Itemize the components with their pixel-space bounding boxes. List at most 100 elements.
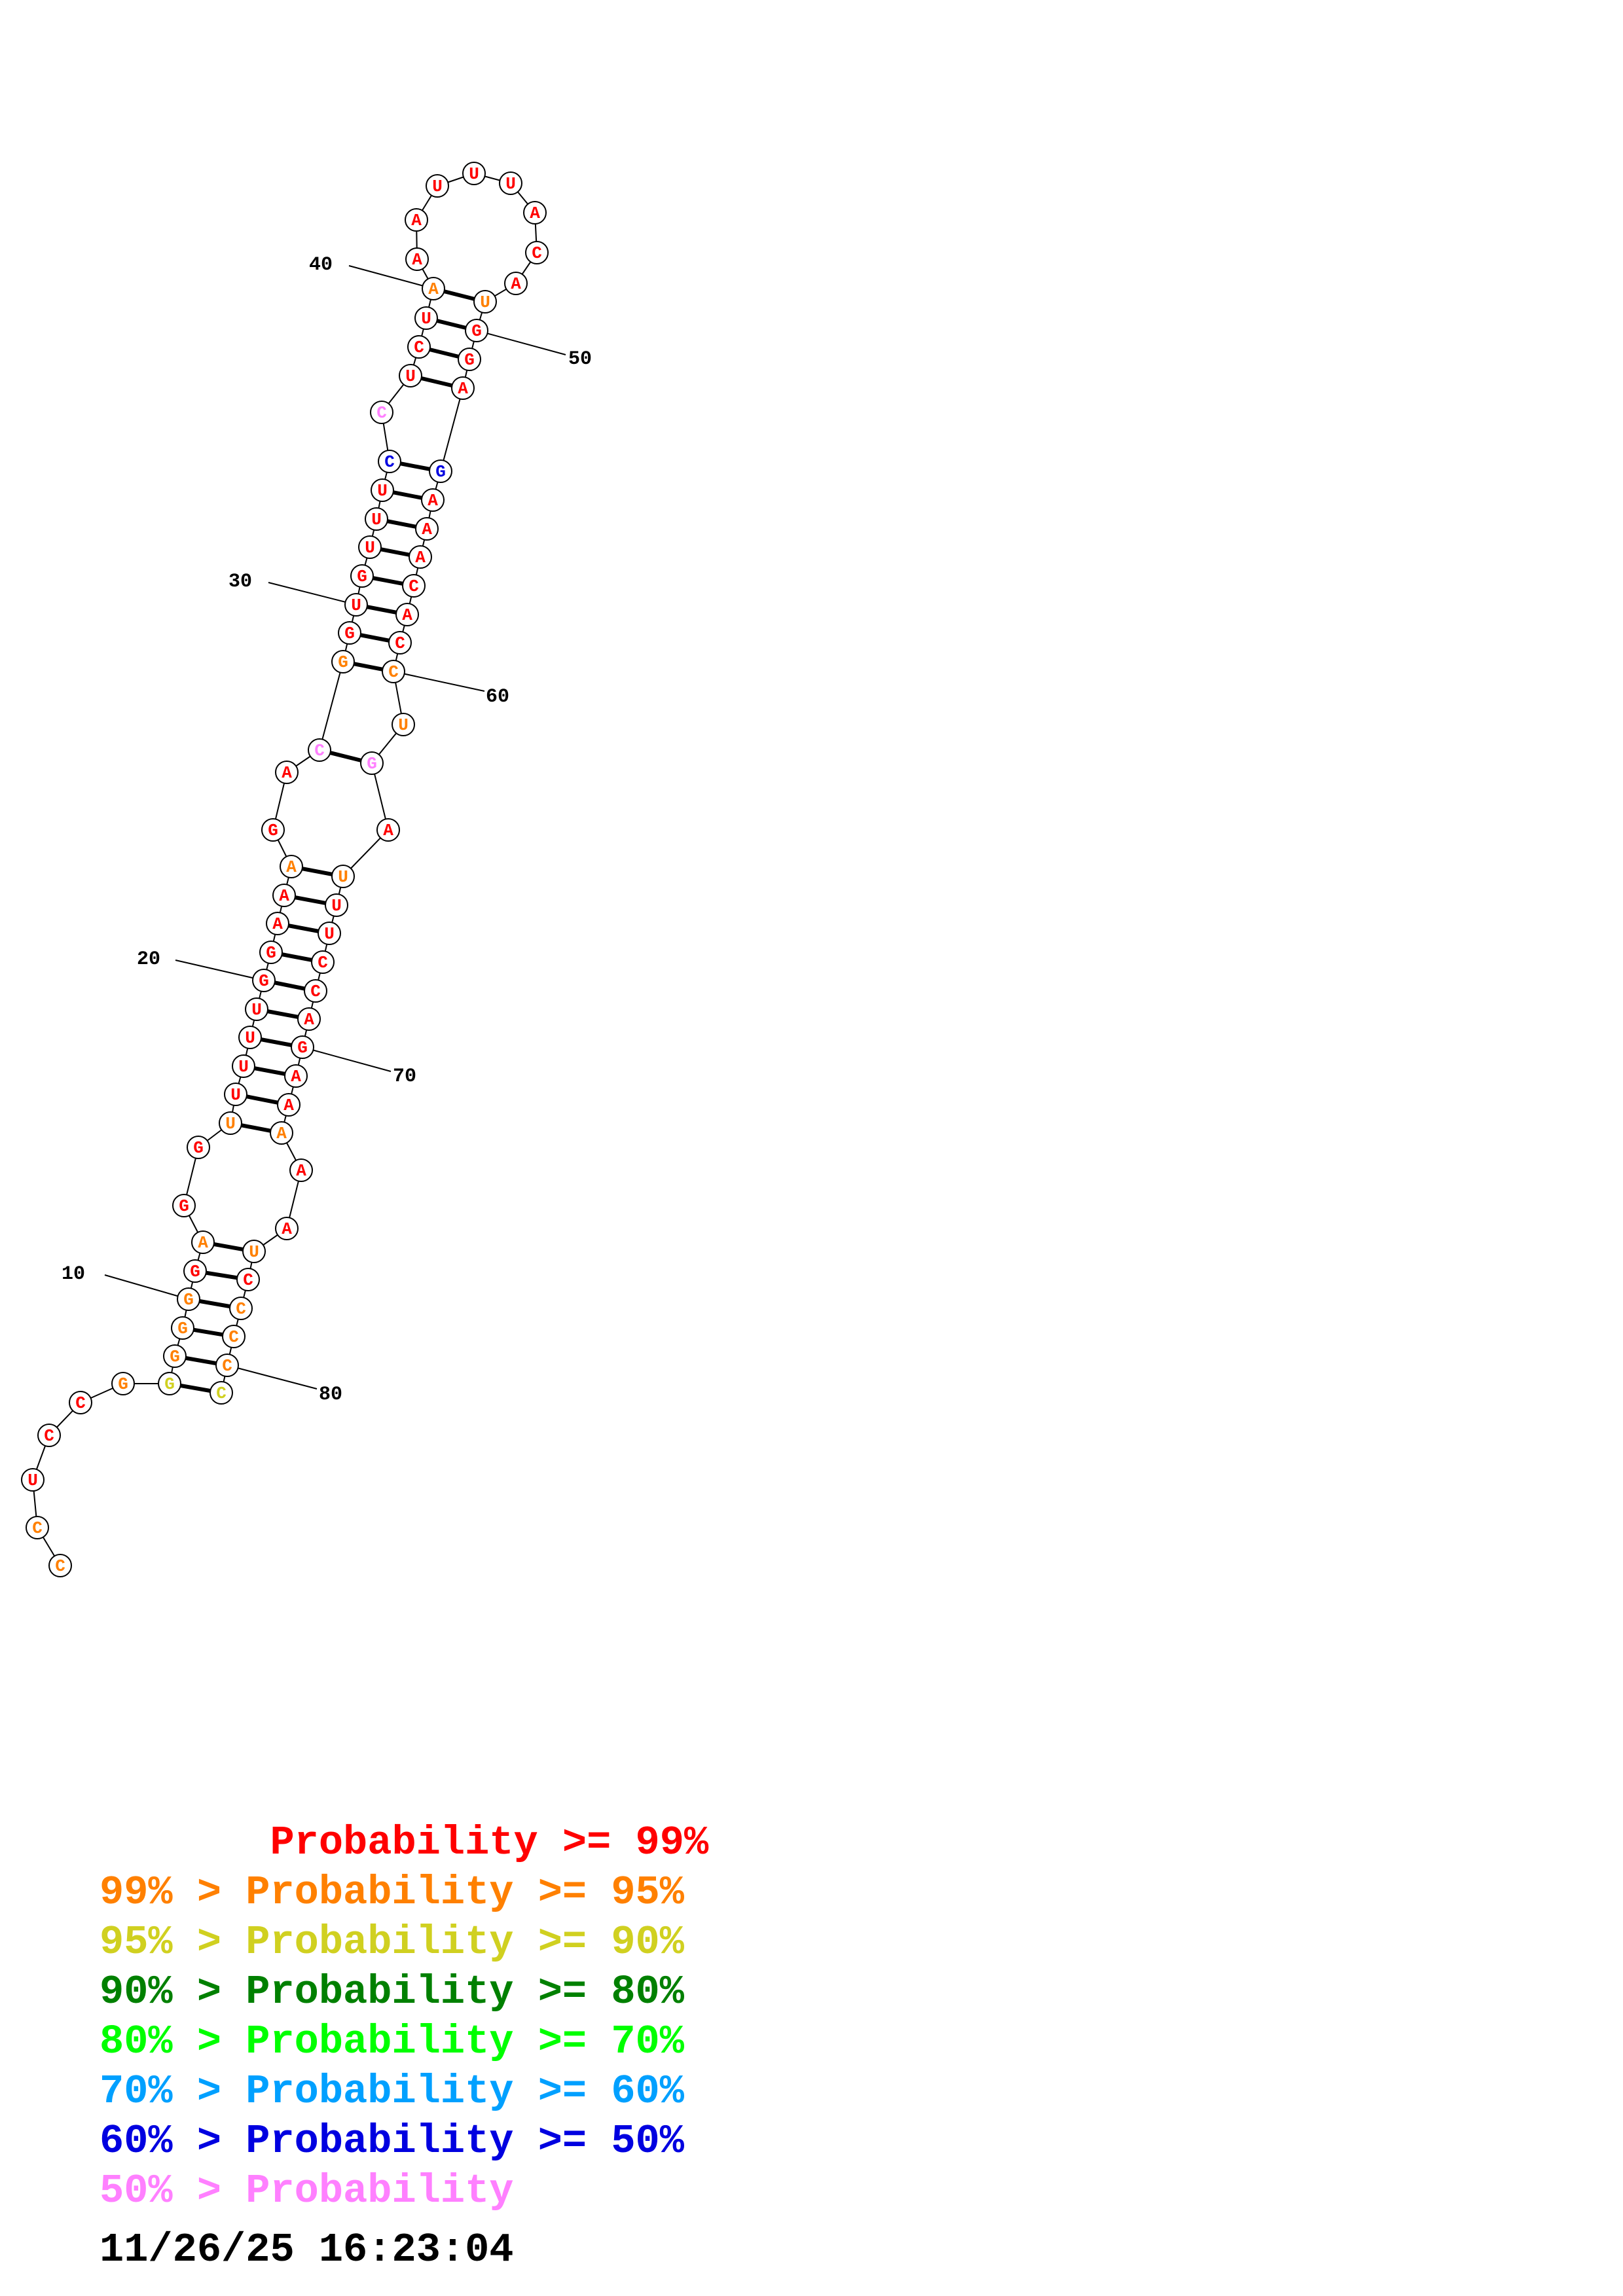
nucleotide-letter: A — [402, 605, 412, 625]
nucleotide-letter: U — [338, 867, 348, 887]
nucleotide: C — [222, 1325, 246, 1348]
number-tick — [302, 1047, 392, 1072]
nucleotide-circle — [395, 603, 419, 626]
nucleotide: G — [350, 564, 374, 588]
nucleotide-circle — [426, 174, 449, 198]
nucleotide-circle — [331, 650, 355, 673]
nucleotide: U — [318, 922, 341, 945]
backbone-segment — [319, 661, 344, 751]
nucleotide: U — [219, 1111, 242, 1135]
nucleotide-circle — [236, 1268, 260, 1291]
nucleotide-circle — [344, 593, 368, 617]
nucleotide: C — [215, 1354, 239, 1377]
nucleotide-letter: U — [505, 174, 516, 194]
nucleotide: C — [525, 241, 549, 264]
nucleotide-letter: G — [435, 462, 446, 482]
nucleotide-letter: G — [193, 1138, 204, 1158]
nucleotide-circle — [252, 969, 276, 992]
nucleotide-circle — [365, 507, 388, 531]
number-label-ticks: 10 20 30 40 50 60 70 80 — [62, 254, 592, 1406]
number-tick — [227, 1365, 318, 1390]
nucleotide: U — [462, 162, 486, 185]
nucleotide: G — [338, 621, 361, 645]
nucleotide: C — [378, 450, 401, 473]
nucleotide-circle — [525, 241, 549, 264]
nucleotide-letter: G — [344, 624, 355, 643]
nucleotide-circle — [451, 376, 475, 400]
nucleotide-letter: C — [32, 1518, 43, 1538]
nucleotide: G — [177, 1287, 200, 1311]
nucleotide: A — [266, 912, 289, 935]
nucleotide-circle — [37, 1424, 61, 1447]
nucleotide-letter: A — [422, 520, 432, 539]
nucleotide: U — [365, 507, 388, 531]
nucleotide-letter: A — [282, 1219, 292, 1239]
nucleotide: A — [289, 1158, 313, 1182]
nucleotide-letter: C — [228, 1327, 239, 1347]
nucleotide-letter: G — [268, 821, 278, 840]
nucleotide-circle — [350, 564, 374, 588]
nucleotide-circle — [429, 459, 452, 483]
nucleotide-letter: G — [170, 1347, 180, 1367]
nucleotide-letter: C — [376, 403, 387, 423]
nucleotide: C — [236, 1268, 260, 1291]
nucleotide-letter: U — [249, 1242, 259, 1262]
nucleotide-circle — [232, 1054, 255, 1078]
nucleotide: C — [229, 1297, 253, 1320]
nucleotide-letter: A — [272, 914, 283, 934]
number-label: 30 — [228, 571, 252, 593]
nucleotide-letter: C — [384, 452, 395, 472]
nucleotide-letter: G — [259, 971, 269, 991]
number-tick — [348, 265, 434, 289]
nucleotide: C — [402, 574, 426, 598]
nucleotide-circle — [382, 660, 405, 683]
nucleotide-letter: A — [412, 250, 422, 270]
nucleotide-circle — [392, 713, 415, 736]
nucleotide-letter: C — [318, 953, 328, 973]
nucleotide-letter: U — [225, 1114, 236, 1134]
nucleotide: G — [259, 941, 283, 964]
legend-row: 95% > Probability >= 90% — [100, 1919, 684, 1965]
nucleotide-letter: A — [511, 274, 521, 294]
number-tick — [104, 1274, 189, 1300]
nucleotide: U — [392, 713, 415, 736]
nucleotide: G — [171, 1316, 194, 1340]
nucleotide-circle — [523, 201, 547, 224]
number-tick — [393, 671, 485, 692]
nucleotide-letter: A — [458, 379, 468, 399]
nucleotide-circle — [422, 277, 445, 300]
nucleotide: U — [344, 593, 368, 617]
nucleotide-letter: A — [415, 548, 426, 567]
nucleotide-letter: G — [183, 1290, 194, 1310]
nucleotide-letter: A — [383, 821, 393, 840]
number-tick — [476, 330, 566, 355]
nucleotide-circle — [69, 1391, 92, 1414]
nucleotide-letter: U — [351, 596, 361, 615]
nucleotide-letter: U — [331, 896, 342, 916]
legend-row: 70% > Probability >= 60% — [100, 2068, 684, 2115]
nucleotide-circle — [458, 348, 481, 371]
number-label: 80 — [319, 1384, 342, 1406]
nucleotide-circle — [163, 1344, 187, 1368]
nucleotide: G — [172, 1194, 196, 1217]
nucleotide: U — [224, 1083, 247, 1106]
nucleotide-circle — [462, 162, 486, 185]
nucleotide-circle — [48, 1554, 72, 1577]
nucleotide: A — [280, 855, 303, 878]
nucleotide: U — [245, 997, 268, 1021]
nucleotide-letter: G — [164, 1374, 175, 1394]
nucleotide-letter: A — [296, 1161, 306, 1181]
nucleotide-circle — [275, 761, 299, 784]
nucleotide-letter: G — [297, 1038, 308, 1058]
nucleotide-letter: U — [377, 481, 388, 501]
nucleotide-circle — [325, 893, 348, 917]
nucleotide-letter: U — [230, 1085, 241, 1105]
nucleotide-letter: U — [27, 1471, 38, 1490]
nucleotide-circle — [210, 1381, 233, 1405]
nucleotide: A — [297, 1007, 321, 1031]
nucleotide-letter: U — [469, 164, 479, 184]
nucleotide: C — [69, 1391, 92, 1414]
nucleotide-circle — [378, 450, 401, 473]
nucleotide-letter: C — [532, 243, 542, 263]
